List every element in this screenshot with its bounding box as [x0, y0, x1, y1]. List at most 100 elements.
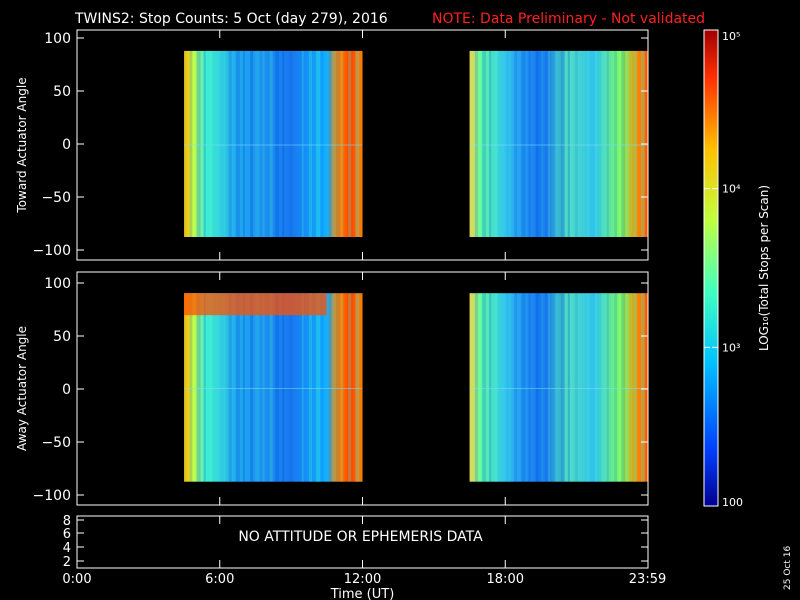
heatmap-stripe — [633, 293, 637, 482]
heatmap-stripe — [606, 293, 609, 482]
heatmap-stripe — [501, 50, 506, 238]
heatmap-stripe — [308, 50, 312, 238]
heatmap-stripe — [514, 50, 518, 238]
heatmap-stripe — [250, 50, 254, 238]
heatmap-stripe — [560, 50, 565, 238]
heatmap-stripe — [540, 50, 545, 238]
heatmap-stripe — [301, 293, 304, 482]
heatmap-stripe — [262, 50, 265, 238]
heatmap-stripe — [489, 50, 492, 238]
heatmap-stripe — [567, 293, 570, 482]
heatmap-stripe — [548, 293, 551, 482]
heatmap-stripe — [223, 293, 226, 482]
heatmap-stripe — [574, 293, 578, 482]
heatmap-stripe — [282, 50, 285, 238]
heatmap-stripe — [282, 293, 285, 482]
ytick-label: −50 — [41, 435, 71, 451]
heatmap-stripe — [494, 293, 498, 482]
heatmap-stripe — [216, 50, 221, 238]
heatmap-stripe — [289, 293, 293, 482]
heatmap-stripe — [494, 50, 498, 238]
heatmap-stripe — [235, 50, 240, 238]
heatmap-stripe — [269, 50, 273, 238]
heatmap-stripe — [489, 293, 492, 482]
heatmap-stripe — [469, 50, 472, 238]
heatmap-stripe — [594, 50, 598, 238]
heatmap-stripe — [255, 293, 260, 482]
heatmap-stripe — [321, 50, 324, 238]
heatmap-stripe — [560, 293, 565, 482]
ytick-label: 4 — [63, 541, 71, 556]
ytick-label: 8 — [63, 514, 71, 529]
heatmap-stripe — [328, 293, 332, 482]
xtick-label: 6:00 — [205, 572, 234, 587]
heatmap-stripe — [508, 50, 511, 238]
no-data-message: NO ATTITUDE OR EPHEMERIS DATA — [238, 529, 483, 545]
heatmap-stripe — [594, 293, 598, 482]
heatmap-stripe — [640, 293, 645, 482]
heatmap-stripe — [335, 50, 340, 238]
heatmap-stripe — [482, 50, 487, 238]
heatmap-stripe — [606, 50, 609, 238]
heatmap-stripe — [203, 50, 206, 238]
colorbar-gradient — [703, 29, 719, 507]
panel-2: 100 50 0 −50 −100 Away Actuator Angle — [15, 271, 649, 506]
xtick-label: 23:59 — [629, 572, 666, 587]
heatmap-stripe — [521, 50, 526, 238]
heatmap-stripe — [528, 50, 531, 238]
heatmap-stripe — [621, 293, 626, 482]
heatmap-stripe — [633, 50, 637, 238]
heatmap-stripe — [348, 50, 352, 238]
heatmap-stripe — [567, 50, 570, 238]
heatmap-stripe — [316, 50, 321, 238]
xtick-label: 0:00 — [62, 572, 91, 587]
heatmap-stripe — [242, 50, 245, 238]
heatmap-stripe — [235, 293, 240, 482]
high-angle-band — [184, 293, 327, 316]
ytick-label: 50 — [53, 329, 71, 345]
ytick-label: 50 — [53, 84, 71, 100]
heatmap-stripe — [341, 293, 344, 482]
heatmap-stripe — [321, 293, 324, 482]
ytick-label: −100 — [33, 488, 71, 504]
heatmap-stripe — [209, 293, 213, 482]
heatmap-stripe — [482, 293, 487, 482]
heatmap-stripe — [508, 293, 511, 482]
heatmap-stripe — [196, 50, 201, 238]
heatmap-stripe — [328, 50, 332, 238]
heatmap-stripe — [289, 50, 293, 238]
colorbar-ticks: 10⁵ 10⁴ 10³ 100 — [704, 29, 743, 509]
colorbar-tick-label: 10⁵ — [722, 30, 740, 43]
heatmap-stripe — [474, 50, 478, 238]
heatmap-stripe — [275, 50, 280, 238]
heatmap-stripe — [555, 50, 559, 238]
ytick-label: −100 — [33, 243, 71, 259]
heatmap-stripe — [528, 293, 531, 482]
panels: 100 50 0 −50 −100 Toward Actuator Angle 100 50 0… — [15, 29, 666, 600]
heatmap-stripe — [355, 50, 360, 238]
heatmap-stripe — [203, 293, 206, 482]
heatmap-stripe — [242, 293, 245, 482]
heatmap-stripe — [614, 50, 618, 238]
chart-title: TWINS2: Stop Counts: 5 Oct (day 279), 20… — [74, 11, 388, 27]
heatmap-stripe — [223, 50, 226, 238]
heatmap-block — [469, 293, 648, 482]
panel-1: 100 50 0 −50 −100 Toward Actuator Angle — [15, 29, 649, 261]
heatmap-stripe — [184, 293, 187, 482]
colorbar: 10⁵ 10⁴ 10³ 100 LOG₁₀(Total Stops per Scan) — [703, 29, 771, 509]
heatmap-stripe — [301, 50, 304, 238]
heatmap-stripe — [514, 293, 518, 482]
colorbar-label: LOG₁₀(Total Stops per Scan) — [757, 185, 771, 351]
heatmap-stripe — [469, 293, 472, 482]
heatmap-stripe — [308, 293, 312, 482]
heatmap-stripe — [196, 293, 201, 482]
ylabel: Toward Actuator Angle — [15, 77, 29, 213]
ytick-label: −50 — [41, 190, 71, 206]
heatmap-stripe — [555, 293, 559, 482]
heatmap-stripe — [348, 293, 352, 482]
heatmap-stripe — [535, 50, 539, 238]
heatmap-stripe — [621, 50, 626, 238]
ylabel: Away Actuator Angle — [15, 326, 29, 451]
heatmap-stripe — [216, 293, 221, 482]
